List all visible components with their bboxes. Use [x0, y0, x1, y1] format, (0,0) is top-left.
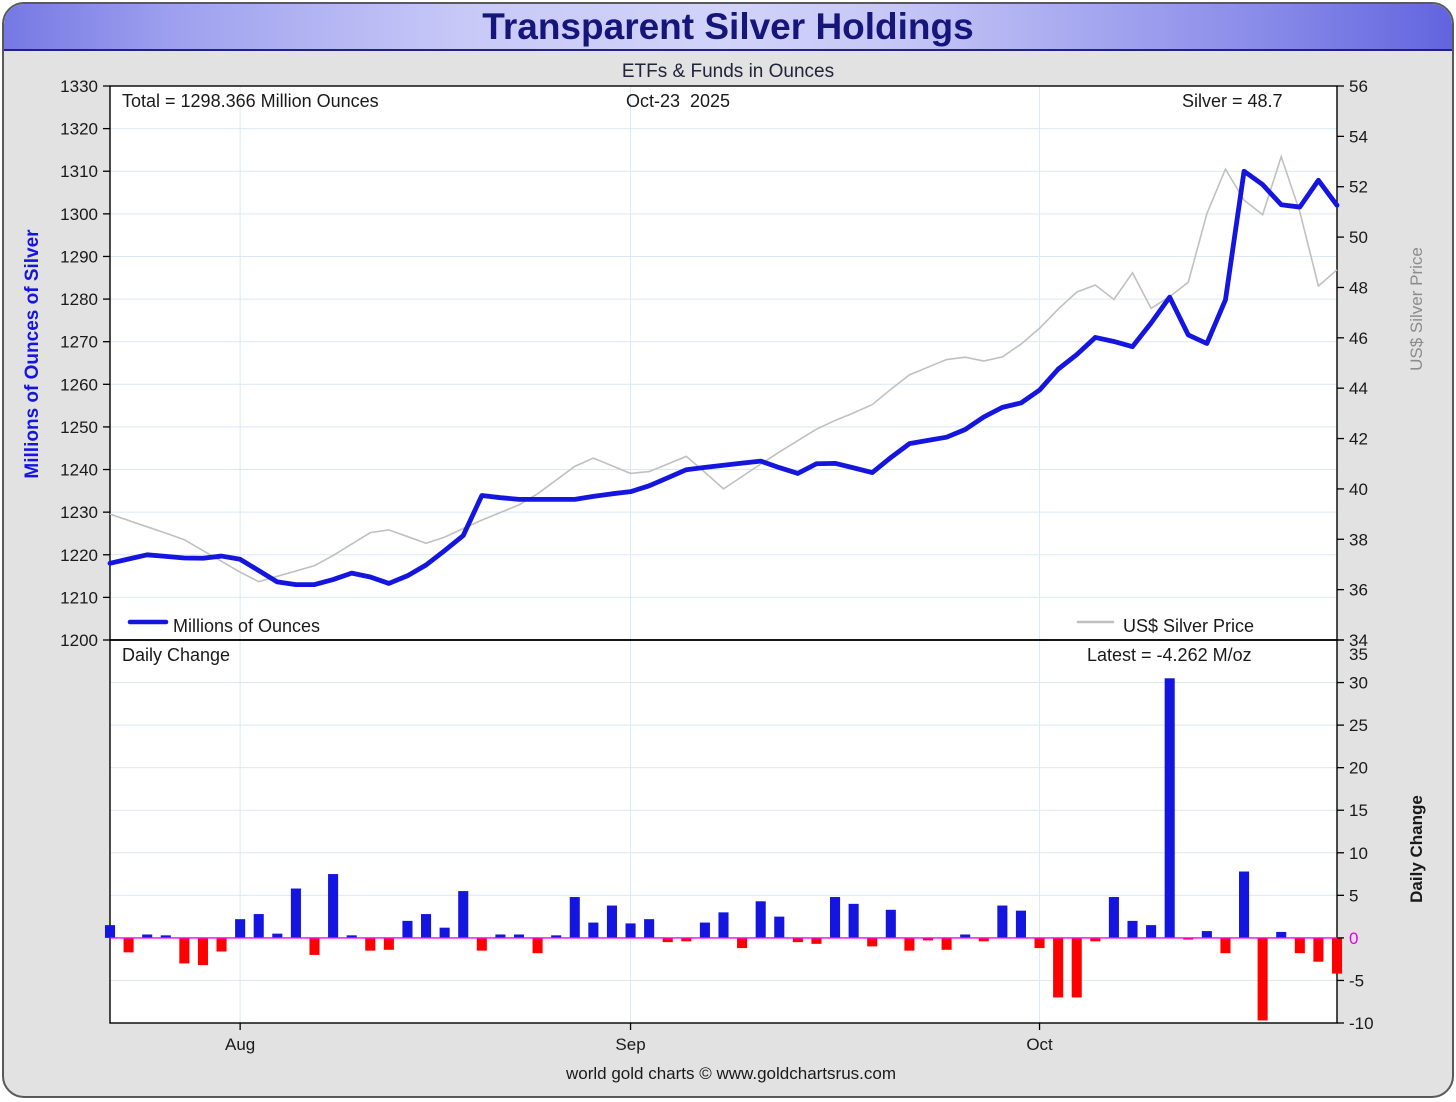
svg-text:10: 10: [1349, 844, 1368, 863]
svg-text:1270: 1270: [60, 333, 98, 352]
svg-text:1330: 1330: [60, 77, 98, 96]
svg-text:1200: 1200: [60, 631, 98, 650]
svg-text:Sep: Sep: [615, 1035, 645, 1054]
svg-text:20: 20: [1349, 759, 1368, 778]
svg-text:40: 40: [1349, 480, 1368, 499]
svg-text:46: 46: [1349, 329, 1368, 348]
svg-text:56: 56: [1349, 77, 1368, 96]
svg-text:1310: 1310: [60, 162, 98, 181]
svg-text:1240: 1240: [60, 461, 98, 480]
svg-text:36: 36: [1349, 581, 1368, 600]
svg-text:-10: -10: [1349, 1014, 1374, 1033]
svg-text:1300: 1300: [60, 205, 98, 224]
svg-text:1230: 1230: [60, 503, 98, 522]
svg-text:42: 42: [1349, 430, 1368, 449]
svg-text:1320: 1320: [60, 120, 98, 139]
svg-text:50: 50: [1349, 228, 1368, 247]
svg-text:25: 25: [1349, 716, 1368, 735]
svg-text:35: 35: [1349, 645, 1368, 664]
svg-text:-5: -5: [1349, 971, 1364, 990]
svg-text:Aug: Aug: [225, 1035, 255, 1054]
svg-text:38: 38: [1349, 530, 1368, 549]
svg-text:44: 44: [1349, 379, 1368, 398]
svg-text:52: 52: [1349, 178, 1368, 197]
svg-text:1290: 1290: [60, 247, 98, 266]
svg-text:0: 0: [1349, 929, 1358, 948]
svg-text:54: 54: [1349, 127, 1368, 146]
svg-text:1280: 1280: [60, 290, 98, 309]
svg-text:5: 5: [1349, 886, 1358, 905]
svg-text:1250: 1250: [60, 418, 98, 437]
svg-text:1210: 1210: [60, 588, 98, 607]
svg-text:48: 48: [1349, 278, 1368, 297]
svg-text:30: 30: [1349, 674, 1368, 693]
svg-text:1260: 1260: [60, 375, 98, 394]
svg-text:Oct: Oct: [1026, 1035, 1053, 1054]
svg-text:15: 15: [1349, 801, 1368, 820]
svg-text:1220: 1220: [60, 546, 98, 565]
